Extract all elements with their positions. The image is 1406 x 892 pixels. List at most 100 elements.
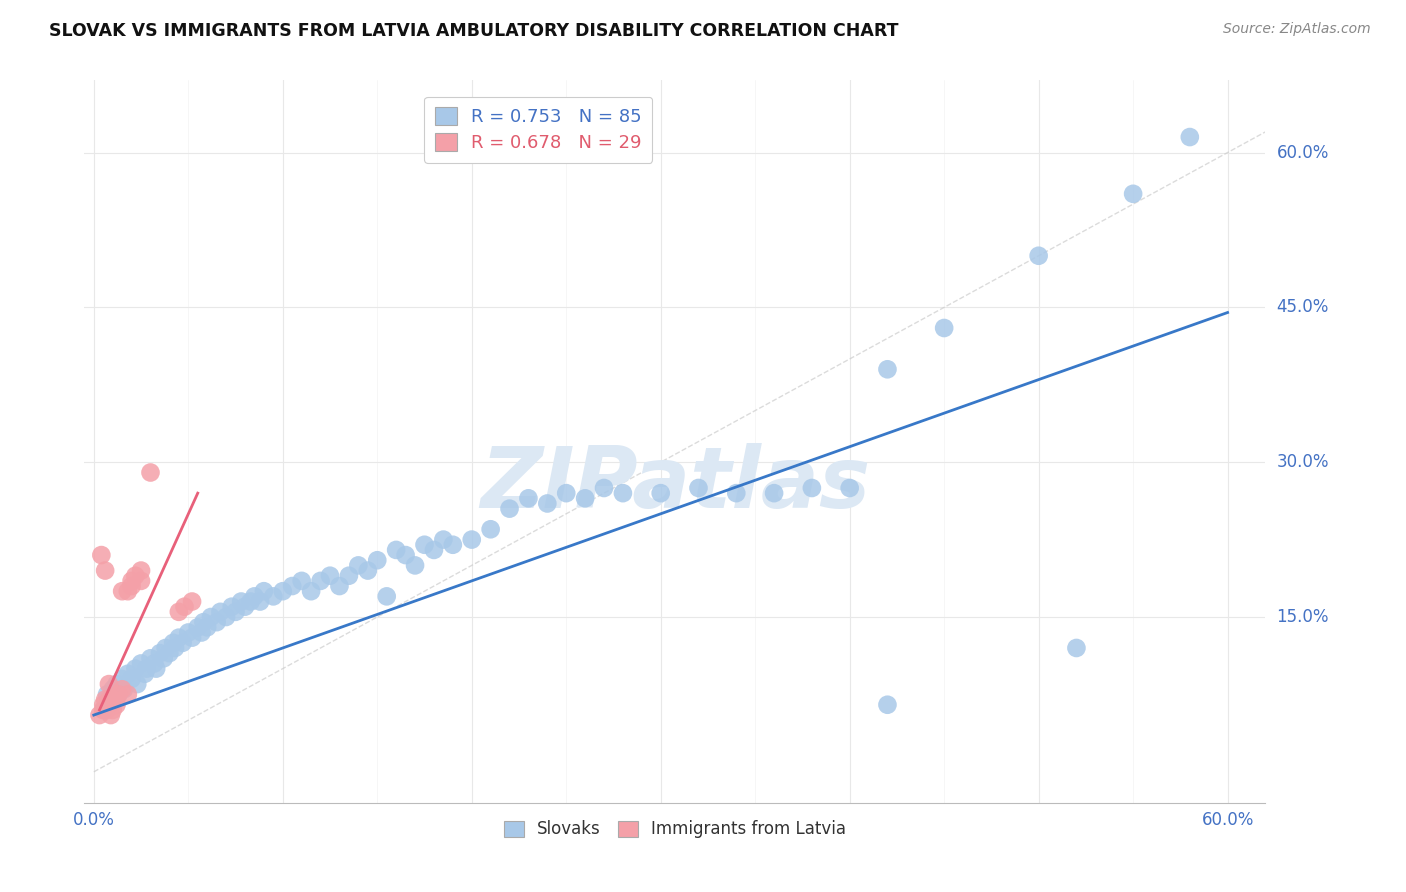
Point <box>167 631 190 645</box>
Point <box>187 620 209 634</box>
Point <box>1028 249 1050 263</box>
Point <box>107 687 129 701</box>
Text: 45.0%: 45.0% <box>1277 298 1329 317</box>
Point <box>193 615 215 630</box>
Point <box>121 579 143 593</box>
Point <box>574 491 596 506</box>
Point <box>357 564 380 578</box>
Point <box>105 677 128 691</box>
Point <box>162 636 184 650</box>
Point <box>96 703 118 717</box>
Point <box>181 631 204 645</box>
Point <box>172 636 194 650</box>
Point <box>195 620 218 634</box>
Point <box>517 491 540 506</box>
Point <box>688 481 710 495</box>
Point <box>111 584 134 599</box>
Point <box>838 481 860 495</box>
Point <box>215 610 238 624</box>
Point <box>181 594 204 608</box>
Point <box>725 486 748 500</box>
Point <box>221 599 243 614</box>
Point <box>100 692 122 706</box>
Point <box>1066 640 1088 655</box>
Point <box>124 662 146 676</box>
Point <box>90 548 112 562</box>
Point <box>101 703 124 717</box>
Point <box>347 558 370 573</box>
Point <box>149 646 172 660</box>
Point <box>101 682 124 697</box>
Point <box>309 574 332 588</box>
Text: Source: ZipAtlas.com: Source: ZipAtlas.com <box>1223 22 1371 37</box>
Point <box>337 568 360 582</box>
Point <box>934 321 956 335</box>
Point <box>1178 130 1201 145</box>
Text: SLOVAK VS IMMIGRANTS FROM LATVIA AMBULATORY DISABILITY CORRELATION CHART: SLOVAK VS IMMIGRANTS FROM LATVIA AMBULAT… <box>49 22 898 40</box>
Point <box>129 657 152 671</box>
Point <box>111 682 134 697</box>
Text: 60.0%: 60.0% <box>1277 144 1329 161</box>
Point <box>876 698 898 712</box>
Point <box>366 553 388 567</box>
Point <box>555 486 578 500</box>
Point <box>190 625 212 640</box>
Point <box>200 610 222 624</box>
Point <box>763 486 786 500</box>
Point <box>281 579 304 593</box>
Point <box>239 594 262 608</box>
Point <box>127 677 149 691</box>
Point <box>96 687 118 701</box>
Point <box>100 698 122 712</box>
Point <box>394 548 416 562</box>
Point <box>97 692 120 706</box>
Point <box>231 594 253 608</box>
Point <box>91 703 114 717</box>
Point <box>129 564 152 578</box>
Point <box>291 574 314 588</box>
Point <box>177 625 200 640</box>
Point <box>91 698 114 712</box>
Point <box>139 466 162 480</box>
Point <box>612 486 634 500</box>
Point <box>107 687 129 701</box>
Point <box>1122 186 1144 201</box>
Point <box>94 564 117 578</box>
Point <box>157 646 180 660</box>
Point <box>461 533 484 547</box>
Point <box>105 698 128 712</box>
Point <box>271 584 294 599</box>
Point <box>167 605 190 619</box>
Point <box>89 708 111 723</box>
Point <box>112 682 135 697</box>
Text: 30.0%: 30.0% <box>1277 453 1329 471</box>
Point <box>233 599 256 614</box>
Point <box>243 590 266 604</box>
Point <box>205 615 228 630</box>
Point <box>375 590 398 604</box>
Point <box>800 481 823 495</box>
Point <box>101 692 124 706</box>
Point <box>319 568 342 582</box>
Point <box>117 687 139 701</box>
Point <box>299 584 322 599</box>
Point <box>124 568 146 582</box>
Point <box>385 542 408 557</box>
Point <box>129 574 152 588</box>
Point <box>441 538 464 552</box>
Point <box>209 605 232 619</box>
Text: 15.0%: 15.0% <box>1277 608 1329 626</box>
Point <box>328 579 350 593</box>
Point <box>165 640 187 655</box>
Point <box>139 651 162 665</box>
Point <box>134 666 156 681</box>
Point <box>143 657 166 671</box>
Legend: Slovaks, Immigrants from Latvia: Slovaks, Immigrants from Latvia <box>498 814 852 845</box>
Point <box>91 703 114 717</box>
Point <box>117 584 139 599</box>
Point <box>593 481 616 495</box>
Point <box>100 708 122 723</box>
Point <box>155 640 177 655</box>
Point <box>225 605 247 619</box>
Point <box>152 651 174 665</box>
